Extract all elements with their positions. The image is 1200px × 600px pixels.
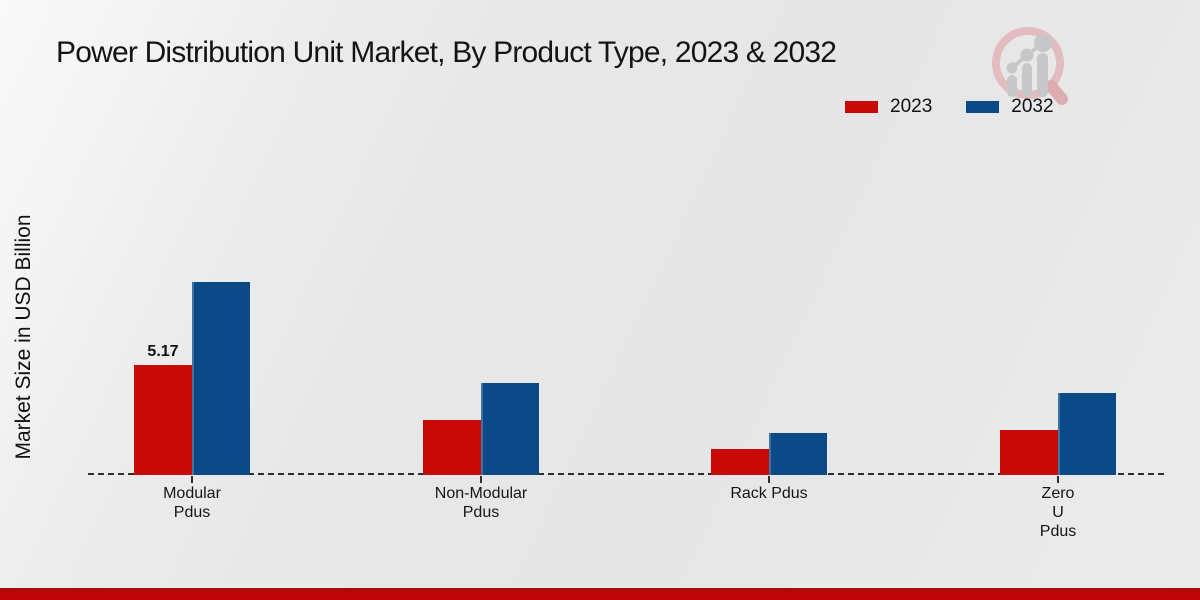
bar-2023-rack-pdus	[711, 449, 769, 475]
footer-accent-bar	[0, 588, 1200, 600]
legend-label-2032: 2032	[1011, 96, 1054, 117]
x-axis-tick-modular-pdus	[191, 476, 193, 483]
category-label-modular-pdus: Modular Pdus	[163, 485, 221, 521]
x-axis-tick-zero-u-pdus	[1057, 476, 1059, 483]
x-axis-tick-rack-pdus	[768, 476, 770, 483]
bar-2032-modular-pdus	[192, 282, 250, 475]
x-axis-tick-non-modular-pdus	[480, 476, 482, 483]
bar-2032-zero-u-pdus	[1058, 393, 1116, 475]
x-axis-baseline	[88, 473, 1164, 475]
category-label-non-modular-pdus: Non-Modular Pdus	[434, 485, 528, 521]
legend-item-2023: 2023	[845, 96, 932, 118]
bar-2032-rack-pdus	[769, 433, 827, 475]
category-label-rack-pdus: Rack Pdus	[730, 485, 808, 502]
bar-2032-non-modular-pdus	[481, 383, 539, 475]
category-label-zero-u-pdus: Zero U Pdus	[1039, 485, 1077, 540]
legend-item-2032: 2032	[966, 96, 1054, 118]
legend-swatch-2023	[845, 101, 878, 113]
chart-title: Power Distribution Unit Market, By Produ…	[56, 36, 837, 69]
legend-label-2023: 2023	[890, 96, 933, 117]
bar-2023-non-modular-pdus	[423, 420, 481, 475]
bar-2023-zero-u-pdus	[1000, 430, 1058, 475]
legend-swatch-2032	[966, 101, 1000, 113]
magnifier-bar-chart-logo-icon	[992, 27, 1068, 105]
bar-2023-modular-pdus	[134, 365, 192, 475]
legend: 2023 2032	[845, 96, 1054, 118]
bar-value-label: 5.17	[147, 343, 179, 360]
